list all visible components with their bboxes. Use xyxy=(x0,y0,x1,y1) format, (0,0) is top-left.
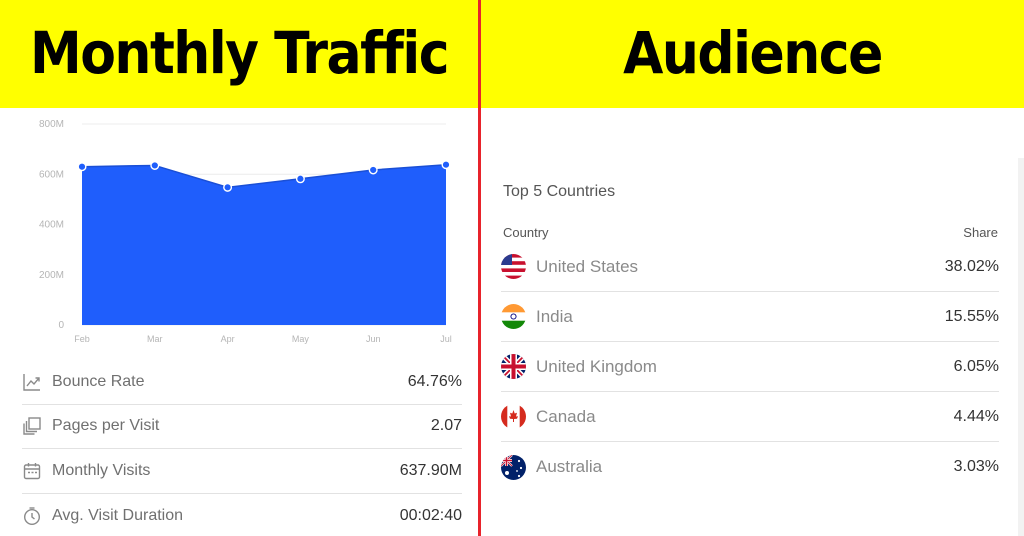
countries-list: United States 38.02% India 15.55% United… xyxy=(501,242,999,492)
metric-row-bounce-rate: Bounce Rate 64.76% xyxy=(22,360,462,405)
y-tick-label: 200M xyxy=(39,270,64,281)
country-column-header: Country xyxy=(503,225,549,240)
metric-label: Avg. Visit Duration xyxy=(52,506,184,524)
metric-value: 64.76% xyxy=(407,372,462,390)
x-tick-label: Apr xyxy=(221,334,235,344)
x-tick-label: May xyxy=(292,334,310,344)
us-flag-icon xyxy=(501,254,526,279)
country-share: 38.02% xyxy=(944,257,999,275)
data-point xyxy=(223,182,233,192)
australia-flag-icon xyxy=(501,454,526,480)
country-row: United Kingdom 6.05% xyxy=(501,342,999,392)
traffic-banner-title: Monthly Traffic xyxy=(29,20,450,88)
metric-row-pages-per-visit: Pages per Visit 2.07 xyxy=(22,405,462,449)
country-row: Australia 3.03% xyxy=(501,442,999,492)
metric-label: Pages per Visit xyxy=(52,417,160,435)
metric-row-monthly-visits: Monthly Visits 637.90M xyxy=(22,449,462,494)
y-tick-label: 600M xyxy=(39,169,64,180)
india-flag-icon xyxy=(501,304,526,329)
metric-row-avg-visit-duration: Avg. Visit Duration 00:02:40 xyxy=(22,494,462,536)
y-tick-label: 0 xyxy=(58,320,64,331)
metric-value: 00:02:40 xyxy=(399,506,462,524)
metric-label: Monthly Visits xyxy=(52,461,151,479)
calendar-icon xyxy=(22,461,42,481)
metric-label: Bounce Rate xyxy=(52,372,145,390)
y-tick-label: 400M xyxy=(39,220,64,231)
country-row: Canada 4.44% xyxy=(501,392,999,442)
metric-value: 2.07 xyxy=(430,417,462,435)
country-row: United States 38.02% xyxy=(501,242,999,292)
data-point xyxy=(295,174,305,184)
traffic-area xyxy=(82,164,446,325)
country-name: Australia xyxy=(536,457,603,476)
scroll-edge xyxy=(1018,158,1024,536)
data-point xyxy=(441,160,451,170)
country-share: 4.44% xyxy=(953,407,999,425)
data-point xyxy=(150,160,160,170)
countries-table-header: Country Share xyxy=(503,225,998,240)
metric-value: 637.90M xyxy=(399,461,462,479)
country-name: India xyxy=(536,306,573,326)
uk-flag-icon xyxy=(501,354,526,379)
audience-banner: Audience xyxy=(481,0,1024,108)
x-tick-label: Mar xyxy=(147,334,163,344)
country-share: 6.05% xyxy=(953,357,999,375)
trend-line-icon xyxy=(22,372,42,392)
traffic-area-chart: 0 200M 400M 600M 800M Feb Mar Apr May Jun Jul xyxy=(39,119,452,344)
traffic-line xyxy=(81,163,447,189)
country-row: India 15.55% xyxy=(501,292,999,342)
data-point xyxy=(77,162,87,172)
data-point xyxy=(368,165,378,175)
country-name: United States xyxy=(536,256,639,276)
x-tick-label: Jul xyxy=(440,334,452,344)
country-share: 3.03% xyxy=(953,458,999,475)
traffic-banner: Monthly Traffic xyxy=(0,0,478,108)
x-tick-label: Jun xyxy=(366,334,381,344)
x-tick-label: Feb xyxy=(74,334,90,344)
top-countries-title: Top 5 Countries xyxy=(503,183,616,200)
traffic-metrics: Bounce Rate 64.76% Pages per Visit 2.07 … xyxy=(22,360,462,536)
country-name: Canada xyxy=(536,406,596,426)
panel-divider xyxy=(478,0,481,536)
canada-flag-icon xyxy=(501,404,526,429)
clock-icon xyxy=(22,506,42,526)
y-tick-label: 800M xyxy=(39,119,64,130)
country-name: United Kingdom xyxy=(536,356,657,376)
share-column-header: Share xyxy=(963,225,998,240)
audience-banner-title: Audience xyxy=(623,20,883,88)
country-share: 15.55% xyxy=(944,307,999,325)
pages-stack-icon xyxy=(22,416,42,436)
